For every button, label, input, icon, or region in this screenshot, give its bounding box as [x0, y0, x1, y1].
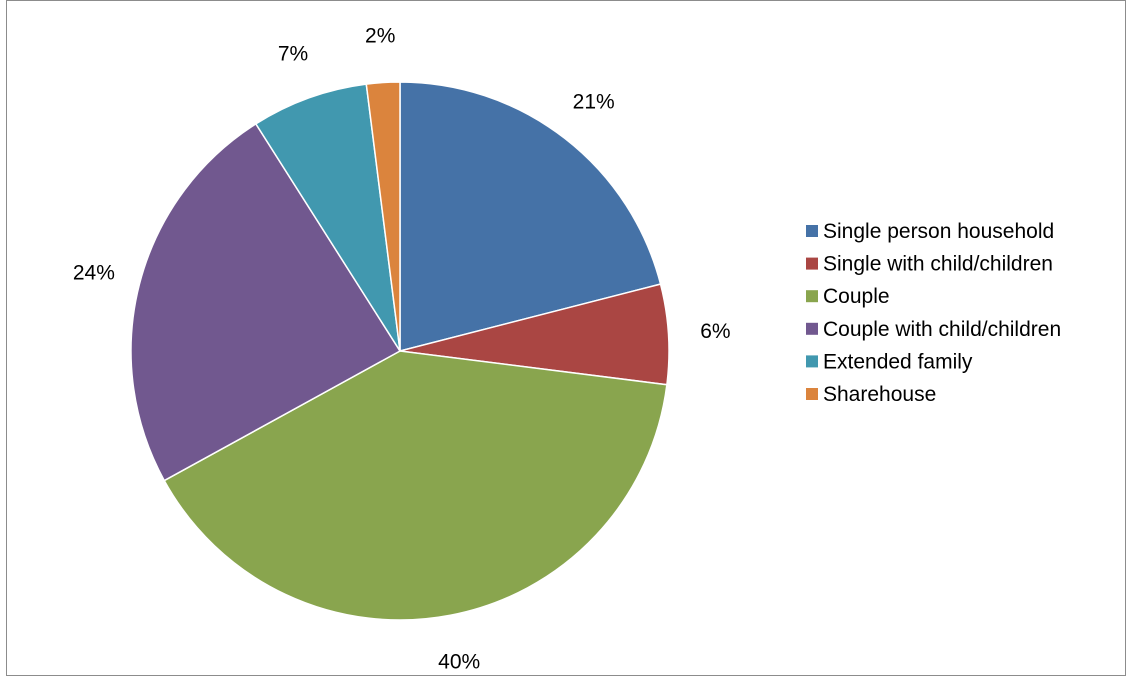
legend-item-extended-family: Extended family	[806, 350, 973, 373]
pie-slice-couple-with-child-children	[130, 122, 402, 482]
data-label-extended-family: 7%	[278, 43, 308, 66]
pie-data-labels: 21% 6% 40% 24% 7% 2%	[73, 25, 731, 674]
data-label-sharehouse: 2%	[365, 25, 395, 48]
legend-label-extended-family: Extended family	[823, 350, 973, 373]
legend-item-sharehouse: Sharehouse	[806, 383, 936, 406]
legend: Single person household Single with child…	[806, 220, 1061, 406]
data-label-couple: 40%	[438, 650, 480, 673]
chart-area: 21% 6% 40% 24% 7% 2% Single person household S…	[6, 0, 1126, 676]
legend-swatch-single-with-child-children	[806, 257, 818, 270]
legend-label-couple-with-child-children: Couple with child/children	[823, 318, 1061, 341]
data-label-couple-with-child-children: 24%	[73, 261, 115, 284]
data-label-single-person-household: 21%	[573, 90, 615, 113]
pie-slice-sharehouse	[365, 81, 401, 352]
legend-label-single-person-household: Single person household	[823, 220, 1054, 243]
legend-item-single-person-household: Single person household	[806, 220, 1054, 243]
legend-swatch-couple	[806, 290, 818, 303]
pie-slice-couple	[163, 350, 668, 621]
pie-chart: 21%6%40%24%7%2% Single person householdS…	[73, 25, 1061, 674]
legend-label-couple: Couple	[823, 285, 890, 308]
pie-slice-extended-family	[254, 83, 401, 352]
legend-swatch-couple-with-child-children	[806, 322, 818, 335]
data-label-single-with-child-children: 6%	[700, 320, 730, 343]
legend-item-couple: Couple	[806, 285, 890, 308]
pie-slices	[130, 81, 670, 621]
legend-swatch-single-person-household	[806, 225, 818, 237]
legend-swatch-sharehouse	[806, 388, 818, 400]
legend-swatch-extended-family	[806, 355, 818, 368]
legend-item-single-with-child-children: Single with child/children	[806, 253, 1053, 276]
legend-label-single-with-child-children: Single with child/children	[823, 253, 1053, 276]
pie-slice-single-person-household	[399, 81, 662, 352]
legend-label-sharehouse: Sharehouse	[823, 383, 936, 406]
legend-item-couple-with-child-children: Couple with child/children	[806, 318, 1061, 341]
